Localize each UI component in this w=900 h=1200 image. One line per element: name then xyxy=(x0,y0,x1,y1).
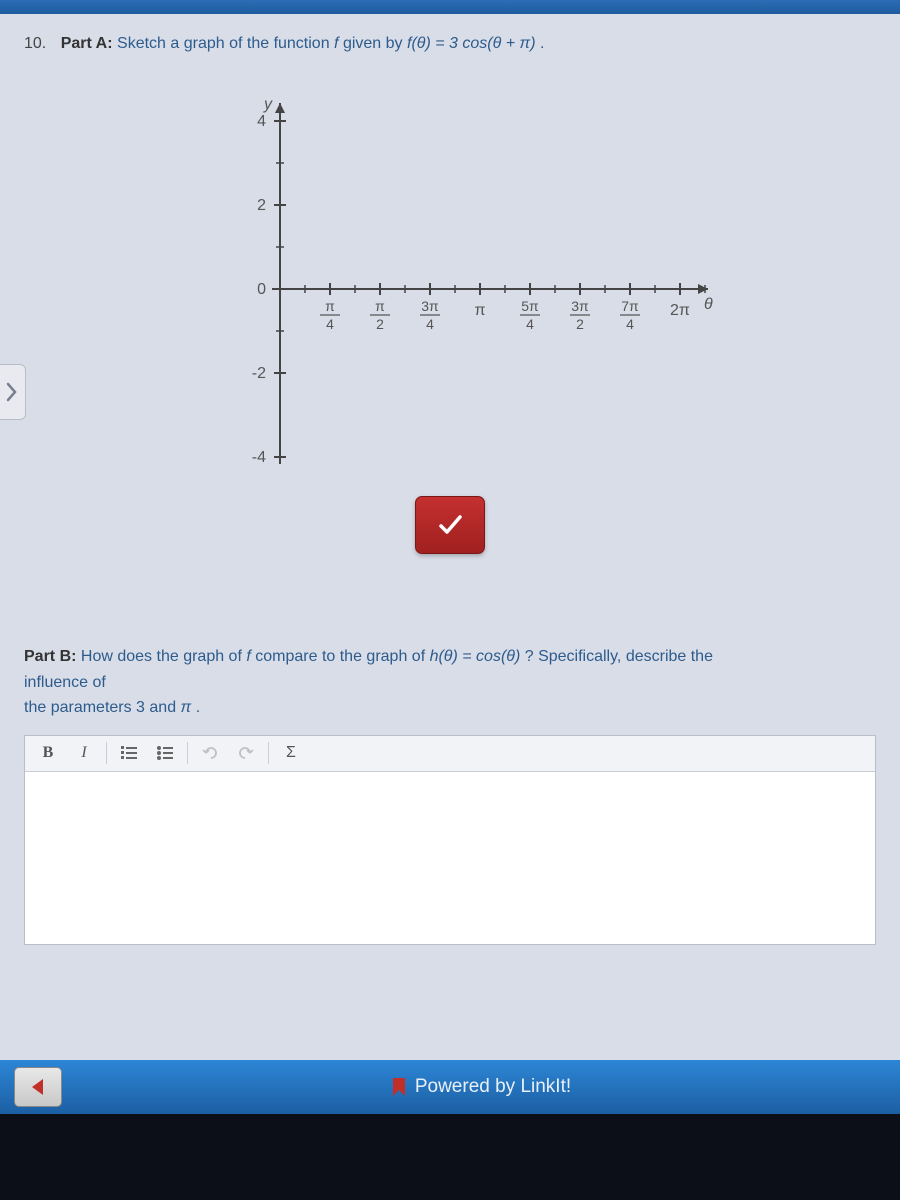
svg-text:2: 2 xyxy=(376,316,384,332)
svg-text:3π: 3π xyxy=(421,298,439,314)
redo-icon xyxy=(238,746,254,760)
svg-text:4: 4 xyxy=(526,316,534,332)
checkmark-icon xyxy=(435,510,465,540)
part-a-formula: f(θ) = 3 cos(θ + π) xyxy=(407,35,536,52)
svg-text:-2: -2 xyxy=(252,365,266,382)
part-b-label: Part B: xyxy=(24,648,76,665)
part-a-label: Part A: xyxy=(61,35,113,52)
question-content: 10. Part A: Sketch a graph of the functi… xyxy=(0,14,900,1060)
editor-toolbar: B I xyxy=(25,736,875,772)
svg-text:π: π xyxy=(474,302,485,319)
svg-text:-4: -4 xyxy=(252,449,266,464)
window-top-border xyxy=(0,0,900,14)
expand-left-tab[interactable] xyxy=(0,364,26,420)
italic-button[interactable]: I xyxy=(67,739,101,767)
powered-by-label: Powered by LinkIt! xyxy=(62,1076,900,1098)
toolbar-separator xyxy=(187,742,188,764)
bullet-list-icon xyxy=(157,746,173,760)
feedback-indicator xyxy=(24,496,876,554)
svg-text:4: 4 xyxy=(257,113,266,130)
svg-text:4: 4 xyxy=(426,316,434,332)
ordered-list-button[interactable] xyxy=(112,739,146,767)
svg-text:y: y xyxy=(263,96,273,113)
question-number: 10. xyxy=(24,35,46,52)
svg-text:2: 2 xyxy=(576,316,584,332)
desktop-background xyxy=(0,1114,900,1200)
svg-text:2: 2 xyxy=(257,197,266,214)
bold-button[interactable]: B xyxy=(31,739,65,767)
part-b-prompt: Part B: How does the graph of f compare … xyxy=(24,644,876,721)
toolbar-separator xyxy=(268,742,269,764)
equation-button[interactable]: Σ xyxy=(274,739,308,767)
svg-text:7π: 7π xyxy=(621,298,639,314)
editor-input-area[interactable] xyxy=(25,772,875,944)
bookmark-icon xyxy=(391,1076,407,1098)
part-b-formula: h(θ) = cos(θ) xyxy=(430,648,521,665)
prev-button[interactable] xyxy=(14,1067,62,1107)
part-a-prompt: 10. Part A: Sketch a graph of the functi… xyxy=(24,32,876,56)
svg-text:3π: 3π xyxy=(571,298,589,314)
blank-axes-graph[interactable]: y θ 4 2 0 -2 -4 π 4 π 2 3π 4 π 5π 4 3π 2 7π 4 2π xyxy=(24,84,876,464)
feedback-wrong-box xyxy=(415,496,485,554)
svg-text:π: π xyxy=(375,298,385,314)
svg-text:π: π xyxy=(325,298,335,314)
svg-text:2π: 2π xyxy=(670,302,690,319)
triangle-left-icon xyxy=(29,1077,47,1097)
rich-text-editor: B I xyxy=(24,735,876,945)
svg-text:5π: 5π xyxy=(521,298,539,314)
svg-text:θ: θ xyxy=(704,296,713,313)
graph-canvas[interactable]: y θ 4 2 0 -2 -4 π 4 π 2 3π 4 π 5π 4 3π 2 7π 4 2π xyxy=(170,84,730,464)
undo-button[interactable] xyxy=(193,739,227,767)
toolbar-separator xyxy=(106,742,107,764)
svg-text:4: 4 xyxy=(326,316,334,332)
bullet-list-button[interactable] xyxy=(148,739,182,767)
numbered-list-icon xyxy=(121,746,137,760)
undo-icon xyxy=(202,746,218,760)
redo-button[interactable] xyxy=(229,739,263,767)
svg-text:4: 4 xyxy=(626,316,634,332)
footer-bar: Powered by LinkIt! xyxy=(0,1060,900,1114)
chevron-right-icon xyxy=(5,381,19,403)
svg-text:0: 0 xyxy=(257,281,266,298)
